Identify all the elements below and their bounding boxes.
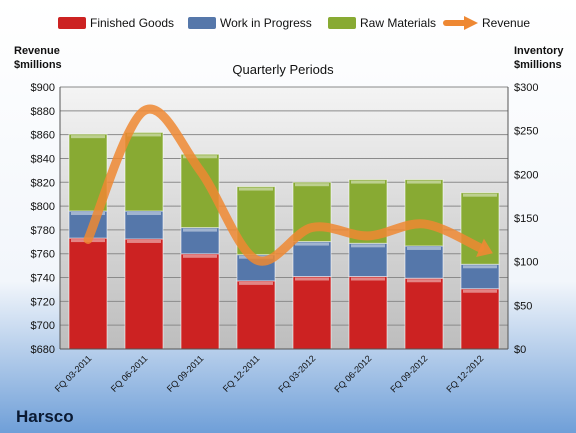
left-tick-label: $900 [31,82,55,94]
left-tick-label: $820 [31,177,55,189]
revenue-line [83,104,485,266]
bar-highlight [127,133,161,137]
bar-highlight [463,193,497,197]
company-name: Harsco [16,407,74,426]
left-tick-label: $760 [31,249,55,261]
bar-highlight [351,277,385,281]
right-tick-label: $0 [514,344,526,356]
right-tick-label: $300 [514,82,538,94]
bar-highlight [127,239,161,243]
right-axis-label-line1: Inventory [514,45,564,57]
bar-finished-goods [124,238,164,350]
bar-highlight [407,279,441,283]
revenue-arrowhead [476,238,493,257]
bar-highlight [295,277,329,281]
left-tick-label: $880 [31,106,55,118]
legend-label-raw-materials: Raw Materials [360,16,436,30]
bar-work-in-progress [348,242,388,278]
right-tick-label: $50 [514,300,532,312]
bar-highlight [239,187,273,191]
left-tick-label: $860 [31,130,55,142]
legend-swatch-work-in-progress [188,17,216,29]
bar-highlight [295,242,329,246]
left-axis-label-line2: $millions [14,59,62,71]
right-tick-label: $200 [514,169,538,181]
right-tick-label: $250 [514,126,538,138]
bar-work-in-progress [460,263,500,290]
bar-finished-goods [236,280,276,350]
bar-finished-goods [460,288,500,350]
bar-highlight [183,254,217,258]
bar-highlight [463,289,497,293]
left-tick-label: $740 [31,273,55,285]
bar-highlight [71,212,105,216]
legend-swatch-raw-materials [328,17,356,29]
left-tick-label: $720 [31,296,55,308]
bar-highlight [295,183,329,187]
bar-finished-goods [348,276,388,350]
bar-raw-materials [124,131,164,212]
bar-work-in-progress [180,227,220,255]
revenue-line-group [83,104,493,266]
chart-title: Quarterly Periods [232,62,334,77]
legend-swatch-revenue [443,16,478,30]
bar-finished-goods [292,276,332,350]
bar-work-in-progress [124,210,164,240]
bar-highlight [183,155,217,159]
bar-finished-goods [180,253,220,350]
right-tick-label: $150 [514,213,538,225]
bar-finished-goods [68,237,108,350]
left-tick-label: $780 [31,225,55,237]
left-tick-label: $700 [31,320,55,332]
bar-highlight [463,265,497,269]
bar-work-in-progress [292,241,332,278]
bar-highlight [239,281,273,285]
bar-finished-goods [404,277,444,350]
bar-highlight [407,246,441,250]
bar-highlight [351,244,385,248]
bar-highlight [71,135,105,139]
bar-highlight [183,228,217,232]
bar-work-in-progress [404,245,444,279]
legend-swatch-finished-goods [58,17,86,29]
right-tick-label: $100 [514,257,538,269]
legend-label-work-in-progress: Work in Progress [220,16,312,30]
legend-label-revenue: Revenue [482,16,530,30]
left-tick-label: $680 [31,344,55,356]
right-axis-label-line2: $millions [514,59,562,71]
bar-highlight [407,180,441,184]
bar-highlight [127,212,161,216]
left-tick-label: $840 [31,153,55,165]
legend-label-finished-goods: Finished Goods [90,16,174,30]
left-axis-label-line1: Revenue [14,45,60,57]
left-tick-label: $800 [31,201,55,213]
bar-highlight [351,180,385,184]
legend: Finished Goods Work in Progress Raw Mate… [58,16,530,30]
bar-group [68,131,500,350]
bar-raw-materials [404,179,444,247]
